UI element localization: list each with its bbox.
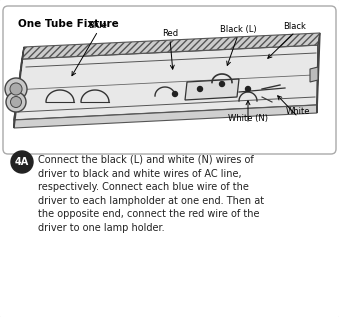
Circle shape [198, 87, 202, 92]
Text: White (N): White (N) [228, 114, 268, 123]
Polygon shape [14, 47, 24, 128]
FancyBboxPatch shape [3, 6, 336, 154]
Text: 4A: 4A [15, 157, 29, 167]
Text: White: White [286, 107, 310, 116]
Circle shape [5, 78, 27, 100]
Polygon shape [14, 45, 318, 120]
Circle shape [11, 96, 21, 107]
Polygon shape [22, 33, 320, 59]
Text: Black: Black [283, 22, 306, 31]
Polygon shape [310, 67, 318, 82]
Polygon shape [14, 105, 317, 128]
Text: Black (L): Black (L) [220, 25, 256, 34]
Circle shape [6, 92, 26, 112]
Circle shape [245, 87, 251, 92]
Circle shape [219, 81, 224, 87]
Circle shape [173, 92, 178, 96]
Text: One Tube Fixture: One Tube Fixture [18, 19, 119, 29]
Text: Blue: Blue [88, 21, 107, 30]
Circle shape [10, 83, 22, 95]
Polygon shape [185, 79, 239, 100]
Circle shape [11, 151, 33, 173]
Text: Red: Red [162, 29, 178, 38]
Text: Connect the black (L) and white (N) wires of
driver to black and white wires of : Connect the black (L) and white (N) wire… [38, 155, 264, 233]
Polygon shape [317, 33, 320, 113]
